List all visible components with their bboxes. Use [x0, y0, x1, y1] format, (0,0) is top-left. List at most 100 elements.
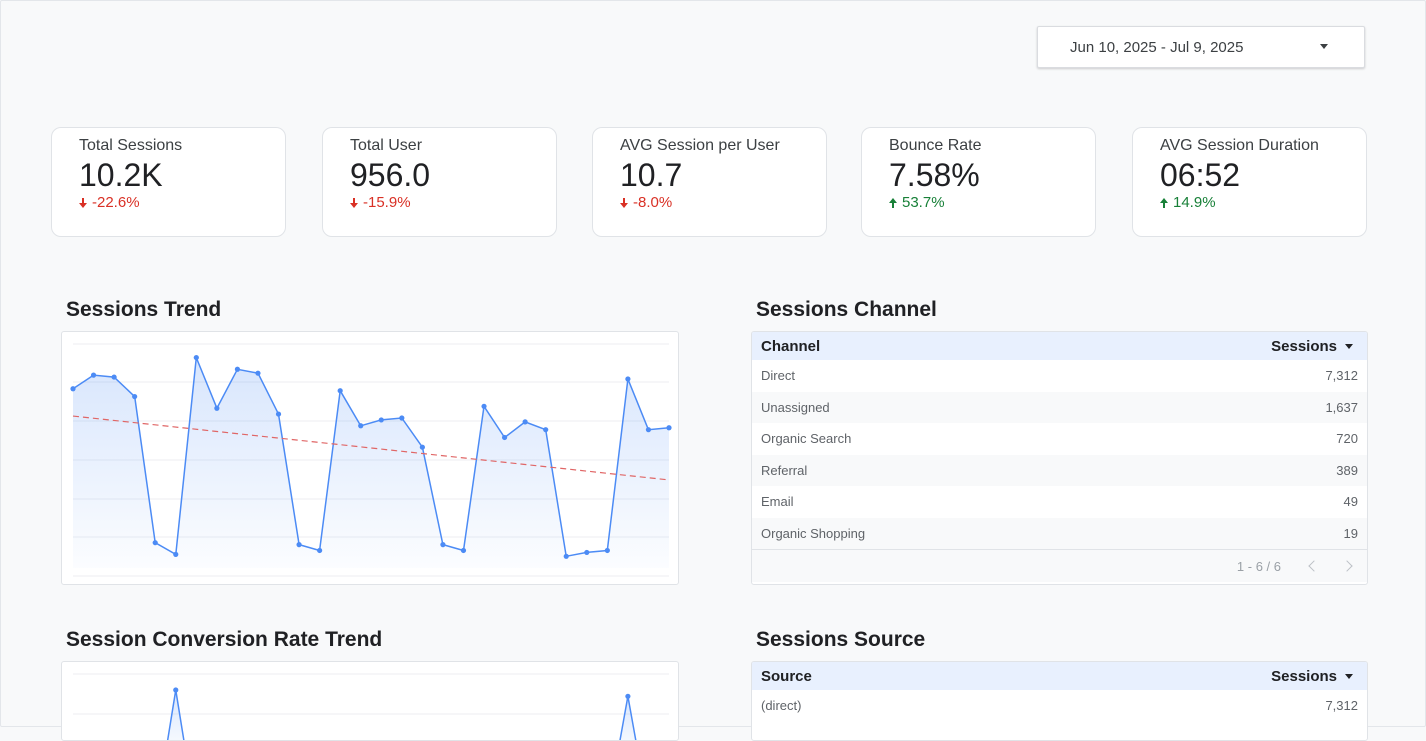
sessions-trend-title: Sessions Trend: [66, 298, 222, 321]
date-range-picker[interactable]: Jun 10, 2025 - Jul 9, 2025: [1037, 26, 1365, 68]
date-range-label: Jun 10, 2025 - Jul 9, 2025: [1070, 38, 1244, 56]
row-value: 389: [1336, 462, 1358, 478]
kpi-label: AVG Session Duration: [1160, 137, 1319, 154]
kpi-card-bounce-rate: Bounce Rate 7.58% 53.7%: [861, 127, 1096, 237]
data-point: [275, 411, 282, 417]
data-point: [70, 386, 76, 392]
row-name: Organic Search: [761, 431, 852, 447]
pagination-label: 1 - 6 / 6: [1236, 558, 1281, 574]
column-header-label: Sessions: [1271, 667, 1337, 685]
kpi-delta: 14.9%: [1160, 194, 1366, 212]
data-point: [255, 370, 261, 376]
kpi-delta: 53.7%: [889, 194, 1095, 212]
data-point: [152, 540, 158, 546]
kpi-card-total-user: Total User 956.0 -15.9%: [322, 127, 557, 237]
table-row[interactable]: Referral 389: [752, 454, 1367, 486]
row-name: Email: [761, 494, 794, 510]
data-point: [419, 444, 425, 450]
conversion-trend-svg: [73, 673, 669, 740]
table-pagination: 1 - 6 / 6: [752, 549, 1367, 582]
kpi-label: Total User: [350, 137, 423, 154]
data-point: [132, 393, 138, 400]
data-point: [522, 419, 528, 425]
sessions-trend-chart: [61, 331, 679, 585]
row-name: Unassigned: [761, 399, 830, 415]
table-row[interactable]: Organic Search 720: [752, 423, 1367, 455]
kpi-delta-value: -22.6%: [92, 194, 140, 211]
column-header-sessions[interactable]: Sessions: [1271, 668, 1353, 685]
arrow-up-icon: [1160, 197, 1168, 209]
data-point: [214, 405, 220, 411]
table-row[interactable]: Unassigned 1,637: [752, 391, 1367, 423]
data-point: [481, 403, 487, 409]
data-point: [460, 547, 467, 554]
kpi-delta-value: -15.9%: [363, 194, 411, 211]
data-point: [399, 415, 405, 421]
chevron-right-icon: [1340, 560, 1353, 572]
data-point: [625, 693, 631, 699]
data-point: [440, 542, 446, 548]
kpi-value: 06:52: [1160, 157, 1241, 193]
column-header-label: Sessions: [1271, 337, 1337, 355]
kpi-label: Bounce Rate: [889, 137, 982, 154]
kpi-value: 10.7: [620, 157, 683, 193]
sessions-channel-table: Channel Sessions Direct 7,312 Unassigned 1,…: [751, 331, 1368, 585]
table-header: Channel Sessions: [752, 332, 1367, 360]
row-value: 1,637: [1325, 399, 1358, 415]
row-value: 19: [1343, 525, 1358, 541]
table-row[interactable]: (direct) 7,312: [752, 690, 1367, 722]
column-header-source[interactable]: Source: [761, 667, 812, 685]
kpi-delta: -22.6%: [79, 194, 285, 212]
chevron-left-icon: [1307, 560, 1320, 572]
data-point: [604, 547, 610, 554]
column-header-channel[interactable]: Channel: [761, 337, 821, 355]
kpi-label: AVG Session per User: [620, 137, 780, 154]
kpi-card-total-sessions: Total Sessions 10.2K -22.6%: [51, 127, 286, 237]
next-page-button[interactable]: [1340, 559, 1355, 573]
sessions-trend-svg: [70, 343, 672, 577]
data-point: [358, 423, 364, 429]
kpi-delta: -15.9%: [350, 194, 556, 212]
data-point: [90, 372, 97, 378]
sessions-source-title: Sessions Source: [756, 628, 926, 651]
kpi-value: 956.0: [350, 157, 431, 193]
kpi-label: Total Sessions: [79, 137, 183, 154]
data-point: [234, 366, 241, 372]
conversion-trend-title: Session Conversion Rate Trend: [66, 628, 383, 651]
row-value: 720: [1336, 431, 1358, 447]
row-name: Referral: [761, 462, 808, 478]
conversion-trend-chart: [61, 661, 679, 741]
sessions-source-table: Source Sessions (direct) 7,312: [751, 661, 1368, 741]
arrow-up-icon: [889, 197, 897, 209]
data-point: [584, 549, 590, 556]
row-value: 7,312: [1325, 698, 1358, 714]
kpi-value: 10.2K: [79, 157, 163, 193]
column-header-sessions[interactable]: Sessions: [1271, 338, 1353, 355]
data-point: [378, 417, 384, 423]
data-point: [173, 687, 179, 693]
sort-desc-icon: [1345, 343, 1353, 349]
data-point: [625, 376, 631, 382]
data-point: [317, 547, 323, 554]
arrow-down-icon: [79, 197, 87, 209]
data-point: [337, 388, 343, 394]
data-point: [543, 427, 549, 433]
table-row[interactable]: Organic Shopping 19: [752, 517, 1367, 549]
row-name: (direct): [761, 698, 802, 714]
data-point: [563, 553, 569, 559]
table-row[interactable]: Direct 7,312: [752, 360, 1367, 392]
data-point: [666, 425, 672, 431]
kpi-delta: -8.0%: [620, 194, 826, 212]
prev-page-button[interactable]: [1305, 559, 1320, 573]
data-point: [296, 542, 302, 548]
kpi-delta-value: 53.7%: [902, 194, 945, 211]
kpi-delta-value: -8.0%: [633, 194, 673, 211]
sessions-channel-title: Sessions Channel: [756, 298, 937, 321]
table-row[interactable]: Email 49: [752, 486, 1367, 518]
series-area: [73, 357, 669, 568]
table-body: (direct) 7,312: [752, 690, 1367, 722]
data-point: [111, 374, 117, 380]
data-point: [645, 427, 652, 433]
kpi-value: 7.58%: [889, 157, 980, 193]
kpi-card-avg-session-per-user: AVG Session per User 10.7 -8.0%: [592, 127, 827, 237]
